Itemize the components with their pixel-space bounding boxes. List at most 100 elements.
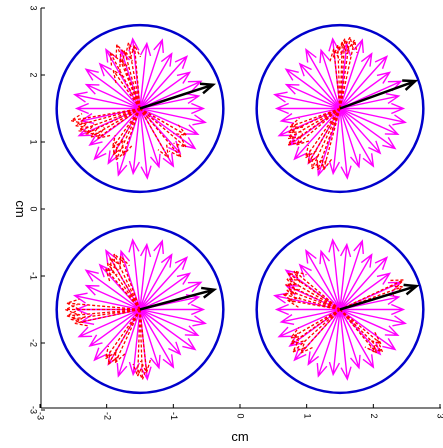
solid-arrow [73, 292, 141, 311]
dashed-arrow [109, 51, 141, 109]
dashed-arrow [316, 108, 341, 172]
solid-arrow [139, 108, 161, 169]
solid-arrow [339, 108, 352, 180]
solid-arrow [84, 68, 141, 110]
reference-arrow [139, 82, 217, 110]
solid-arrow [93, 108, 141, 161]
dashed-arrow [329, 47, 341, 109]
solid-arrow [139, 309, 182, 356]
dashed-arrow [65, 298, 141, 311]
reference-arrow [139, 286, 218, 311]
dashed-arrow [311, 108, 341, 171]
solid-arrow [139, 55, 189, 109]
y-tick-label: -1 [29, 272, 39, 280]
solid-arrow [98, 263, 141, 310]
solid-arrow [339, 108, 361, 169]
solid-arrow [339, 107, 407, 126]
solid-arrow [88, 308, 141, 348]
solid-arrow [74, 102, 140, 115]
dashed-arrow [285, 296, 341, 311]
dashed-arrow [136, 309, 148, 382]
solid-arrow [73, 91, 141, 110]
solid-arrow [84, 269, 141, 311]
solid-arrow [339, 308, 407, 327]
solid-arrow [339, 253, 373, 310]
x-tick-label: 3 [436, 413, 443, 418]
solid-arrow [139, 38, 164, 109]
dashed-arrow [284, 283, 341, 311]
y-tick-label: 2 [29, 72, 39, 77]
solid-arrow [319, 48, 341, 109]
dashed-arrow [307, 108, 341, 165]
solid-arrow [98, 62, 141, 109]
dashed-arrow [339, 35, 354, 109]
dashed-arrow [73, 107, 141, 129]
dashed-arrow [119, 254, 141, 310]
solid-arrow [274, 303, 340, 316]
boundary-circle [255, 224, 425, 395]
solid-arrow [305, 249, 341, 310]
solid-arrow [339, 108, 382, 155]
solid-arrow [139, 52, 173, 109]
solid-arrow [339, 256, 389, 310]
dashed-arrow [321, 108, 341, 172]
panel-2 [255, 23, 425, 194]
solid-arrow [139, 309, 175, 369]
dashed-arrow [281, 291, 341, 311]
solid-arrow [279, 107, 341, 125]
boundary-circle [255, 23, 425, 194]
dashed-arrow [121, 108, 141, 158]
dashed-arrow [285, 288, 341, 311]
reference-arrow [339, 79, 419, 110]
dashed-arrow [129, 43, 142, 109]
solid-arrow [140, 102, 206, 115]
solid-arrow [339, 55, 389, 109]
dashed-arrow [124, 41, 141, 109]
solid-arrow [139, 281, 203, 311]
dashed-arrow [113, 252, 141, 310]
solid-arrow [273, 91, 341, 110]
y-tick-label: 3 [29, 5, 39, 10]
dashed-arrow [286, 107, 341, 140]
solid-arrow [339, 309, 361, 370]
solid-arrow [339, 309, 375, 369]
axes: -3 -2 -1 0 1 2 3 -3 -2 -1 0 1 2 3 [29, 5, 443, 420]
solid-arrow [139, 253, 173, 310]
dashed-arrow [339, 309, 383, 345]
dashed-arrow [89, 107, 141, 138]
dashed-arrow [112, 108, 141, 157]
dashed-arrow [289, 308, 341, 339]
solid-arrow [340, 102, 406, 115]
dashed-arrow [84, 107, 141, 135]
x-tick-label: -2 [102, 412, 112, 420]
dashed-arrow [96, 107, 141, 140]
dashed-arrow [119, 57, 141, 109]
solid-arrow [139, 242, 152, 310]
dashed-arrow [114, 309, 141, 365]
dashed-arrow [286, 107, 341, 146]
panel-3 [55, 224, 225, 395]
y-tick-label: 0 [29, 206, 39, 211]
dashed-arrow [104, 309, 141, 361]
solid-arrow [339, 272, 392, 311]
x-tick-label: -1 [169, 412, 179, 420]
dashed-arrow [339, 309, 384, 354]
solid-arrow [77, 308, 141, 338]
solid-arrow [307, 309, 341, 366]
solid-arrow [84, 83, 141, 110]
reference-arrow [339, 283, 420, 311]
dashed-arrow [111, 108, 141, 150]
solid-arrow [139, 308, 200, 337]
solid-arrow [339, 107, 397, 150]
solid-arrow [279, 308, 341, 326]
solid-arrow [93, 309, 141, 362]
dashed-arrow [109, 256, 141, 310]
solid-arrow [339, 92, 401, 110]
solid-arrow [339, 242, 352, 310]
solid-arrow [274, 102, 340, 115]
solid-arrow [339, 71, 392, 110]
dashed-arrow [291, 309, 341, 354]
solid-arrow [139, 107, 200, 136]
dashed-arrow [139, 108, 182, 159]
solid-arrow [340, 303, 406, 316]
